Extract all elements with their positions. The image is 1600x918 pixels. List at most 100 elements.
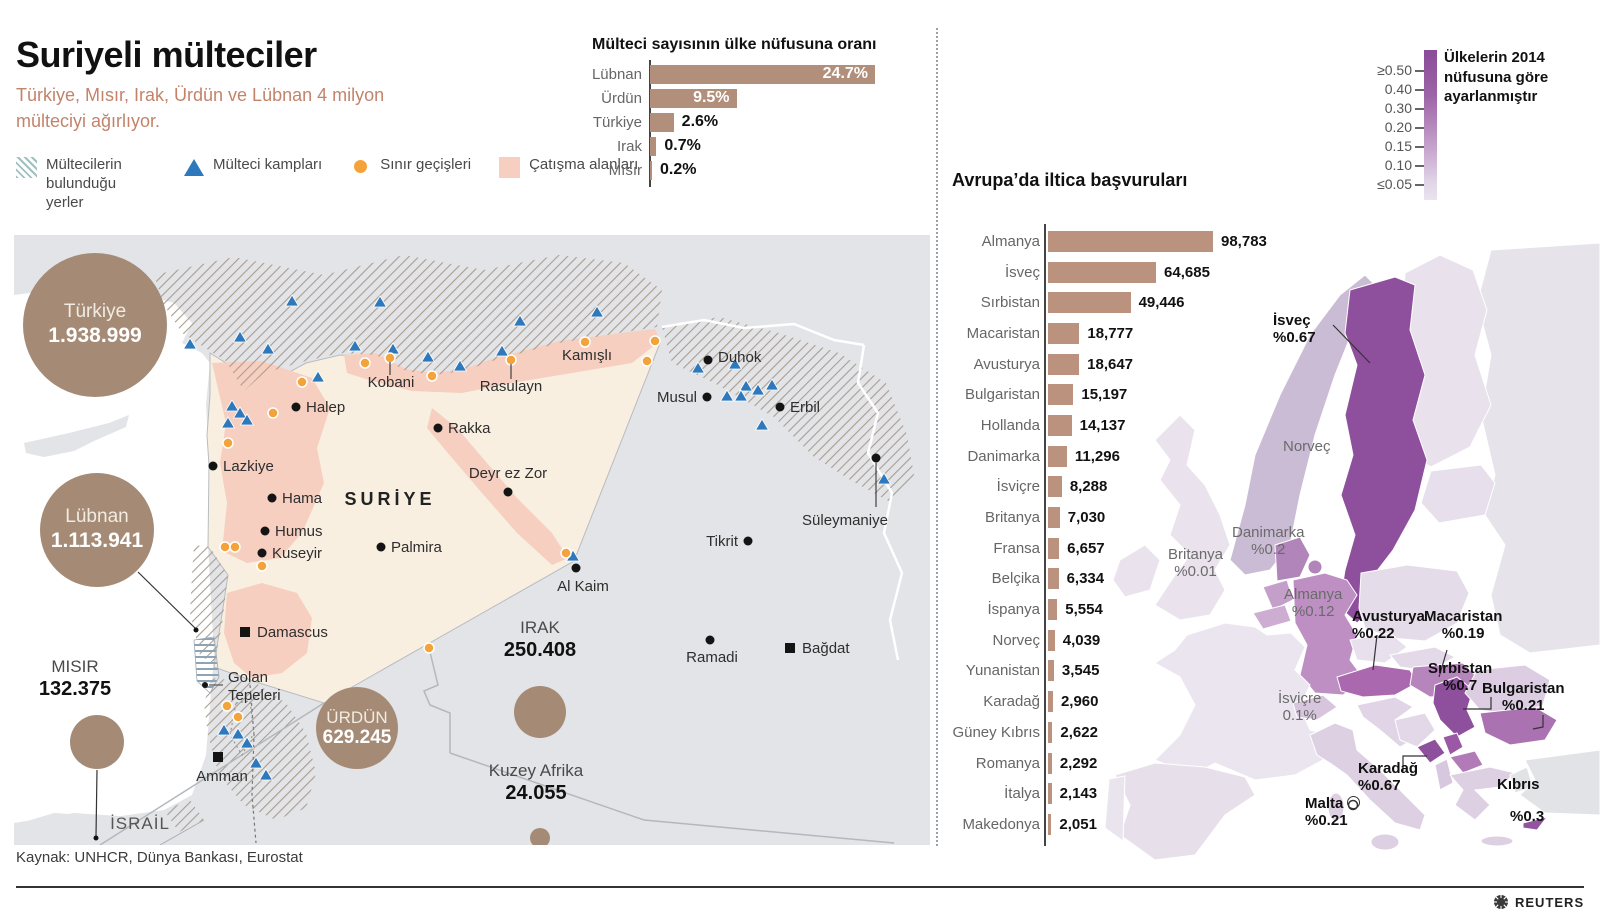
legend-item-dot: Sınır geçişleri — [350, 156, 471, 212]
legend-item-label: Sınır geçişleri — [380, 156, 472, 173]
bar-row: Hollanda 14,137 — [952, 410, 1267, 441]
bar — [1048, 261, 1157, 283]
refugee-camp-marker — [719, 389, 735, 402]
country-label: SURİYE — [344, 489, 435, 509]
capital-square — [213, 752, 223, 762]
bar-row: Norveç 4,039 — [952, 625, 1267, 656]
bar — [1048, 629, 1055, 651]
city-dot — [871, 453, 881, 463]
page-title: Suriyeli mülteciler — [16, 34, 317, 75]
bar — [1048, 813, 1052, 835]
eu-sicily — [1370, 833, 1400, 851]
bar-category-label: İsviçre — [996, 478, 1040, 496]
malta-ring-icon — [1347, 796, 1361, 809]
eu-portugal — [1104, 775, 1126, 842]
border-crossing-marker — [579, 336, 591, 348]
bar-category-label: Sırbistan — [980, 294, 1040, 312]
europe-chart-title: Avrupa’da iltica başvuruları — [952, 170, 1188, 190]
bar-value: 64,685 — [1164, 263, 1210, 281]
city-label: Al Kaim — [557, 578, 609, 595]
bar-category-label: Britanya — [984, 509, 1040, 527]
scale-note: Ülkelerin 2014 nüfusuna göre ayarlanmışt… — [1444, 49, 1549, 105]
border-crossing-marker — [423, 642, 435, 654]
eu-germany — [1292, 572, 1366, 696]
svg-text:1.113.941: 1.113.941 — [51, 529, 144, 552]
svg-text:Türkiye: Türkiye — [64, 301, 126, 322]
bar — [1048, 353, 1080, 375]
square-icon — [499, 157, 521, 178]
bar-value: 14,137 — [1079, 416, 1126, 434]
capital-square — [240, 627, 250, 637]
footer-rule — [16, 886, 1584, 888]
city-dot — [503, 487, 513, 497]
refugee-camp-marker — [764, 378, 780, 391]
bar: 9.5% — [650, 88, 737, 108]
bar-row: Ürdün 9.5% — [590, 86, 875, 110]
bar-value: 49,446 — [1138, 294, 1185, 312]
svg-text:250.408: 250.408 — [504, 639, 576, 661]
eu-bosnia — [1394, 712, 1436, 748]
eu-cyprus — [1522, 816, 1549, 831]
europe-country-label: Macaristan %0.19 — [1424, 608, 1503, 643]
leader-dot-lebanon — [193, 627, 199, 633]
europe-country-label: İsveç %0.67 — [1273, 312, 1316, 347]
city-label: Rasulayn — [480, 378, 543, 395]
bubble-MISIR — [70, 715, 124, 769]
city-label: Bağdat — [802, 640, 850, 657]
europe-map — [1104, 242, 1600, 860]
eu-switzerland — [1292, 694, 1338, 721]
europe-country-label: Sırbistan %0.7 — [1428, 660, 1493, 695]
bar-value: 2,292 — [1059, 754, 1098, 772]
svg-text:Kuzey Afrika: Kuzey Afrika — [489, 761, 584, 780]
bar-value: 9.5% — [693, 89, 730, 106]
bar-row: Britanya 7,030 — [952, 502, 1267, 533]
refugee-camp-marker — [512, 314, 528, 327]
bar-value: 6,657 — [1067, 539, 1105, 557]
city-dot — [571, 563, 581, 573]
bar — [650, 160, 652, 180]
bar — [1048, 414, 1072, 436]
bar-row: İsviçre 8,288 — [952, 472, 1267, 503]
bar-value: 11,296 — [1074, 447, 1120, 465]
bar-row: Lübnan 24.7% — [590, 62, 876, 86]
refugee-camp-marker — [372, 295, 388, 308]
border-crossing-marker — [296, 376, 308, 388]
bar-row: Belçika 6,334 — [952, 564, 1267, 595]
bar-value: 24.7% — [822, 65, 869, 82]
eu-denmark — [1274, 536, 1311, 582]
city-dot — [703, 355, 713, 365]
europe-country-label: Danimarka %0.2 — [1232, 524, 1305, 559]
city-label: Amman — [196, 768, 248, 785]
europe-country-label: Avusturya %0.22 — [1352, 608, 1425, 643]
refugee-areas — [154, 255, 914, 832]
bubble-ÜRDÜN — [316, 687, 398, 769]
bar — [1048, 537, 1060, 559]
europe-country-label: Kıbrıs — [1497, 776, 1540, 793]
bar-row: İspanya 5,554 — [952, 594, 1267, 625]
eu-ireland — [1112, 544, 1161, 598]
city-label: Musul — [657, 389, 697, 406]
leader-lines — [95, 571, 197, 837]
city-dot — [208, 461, 218, 471]
bar-row: İsveç 64,685 — [952, 257, 1267, 288]
eu-poland — [1358, 564, 1470, 642]
bar-row: Sırbistan 49,446 — [952, 287, 1267, 318]
border-crossing-marker — [221, 700, 233, 712]
svg-text:MISIR: MISIR — [51, 657, 98, 676]
bar-category-label: Danimarka — [967, 447, 1040, 465]
page-subtitle: Türkiye, Mısır, Irak, Ürdün ve Lübnan 4 … — [16, 85, 385, 132]
capital-square — [785, 643, 795, 653]
bar-value: 6,334 — [1066, 570, 1105, 588]
eu-montenegro — [1416, 738, 1446, 764]
refugee-camp-marker — [494, 344, 510, 357]
map-labels: Kobani Rasulayn Kamışlı Halep Lazkiye Hama Hum… — [110, 347, 888, 833]
city-label: Palmira — [391, 539, 443, 556]
border-crossing-marker — [649, 335, 661, 347]
bar-row: Macaristan 18,777 — [952, 318, 1267, 349]
refugee-camp-marker — [347, 339, 363, 352]
bar-value: 5,554 — [1065, 601, 1103, 619]
bar-value: 3,545 — [1061, 662, 1100, 680]
bar — [650, 136, 657, 156]
europe-asylum-chart: Avrupa’da iltica başvuruları Almanya 98,7… — [952, 170, 1432, 860]
eu-spain — [1114, 762, 1256, 860]
